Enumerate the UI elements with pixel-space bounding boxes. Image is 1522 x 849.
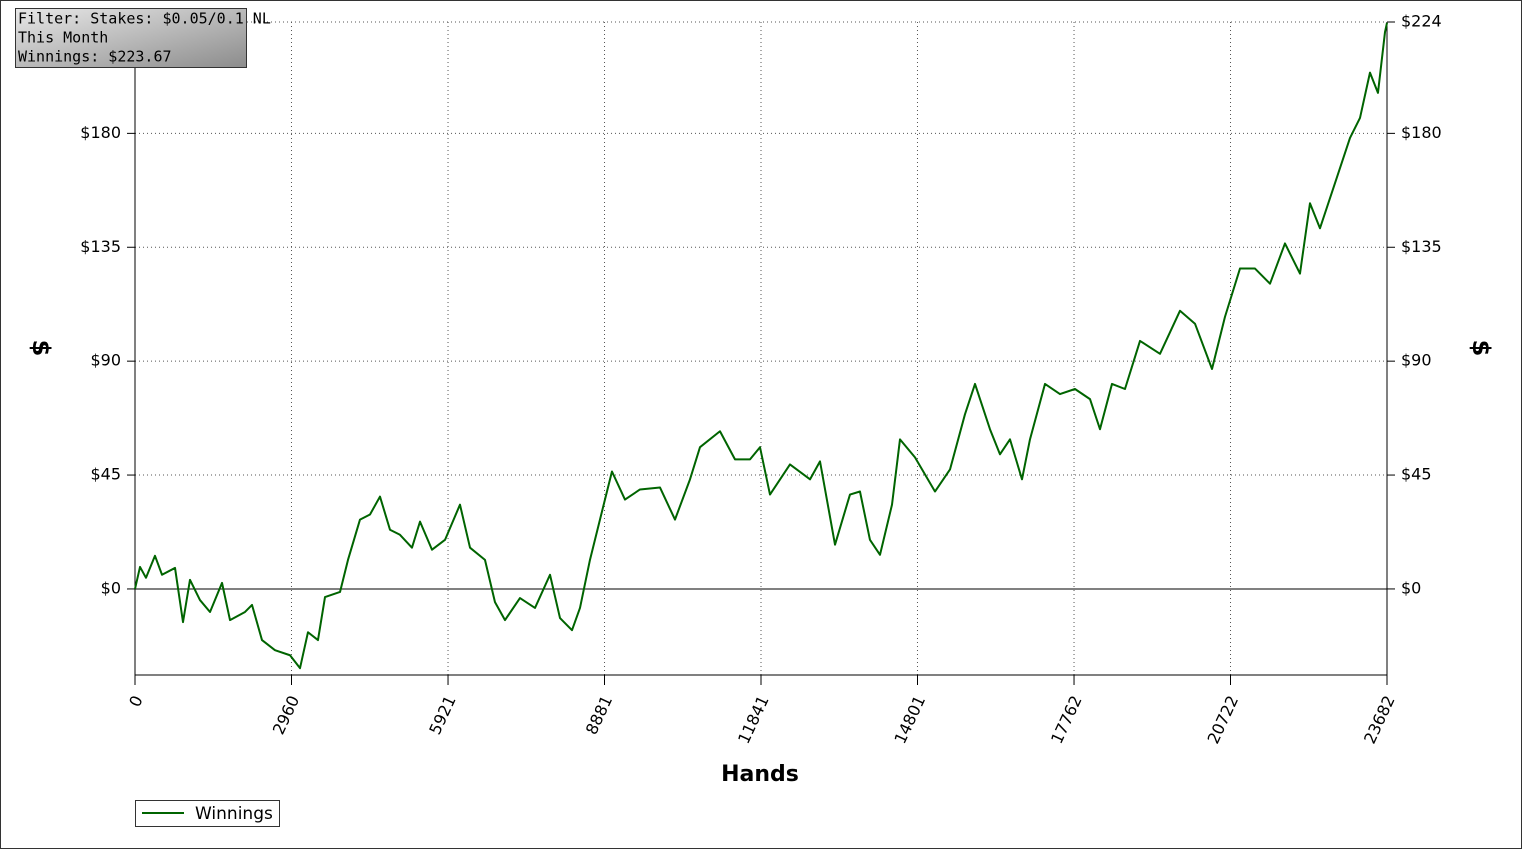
x-axis-label: Hands xyxy=(721,762,799,787)
info-line: Winnings: $223.67 xyxy=(18,48,172,66)
y-tick-label-right: $224 xyxy=(1401,12,1442,31)
y-tick-label-right: $135 xyxy=(1401,237,1442,256)
info-line: This Month xyxy=(18,29,108,47)
info-line: Filter: Stakes: $0.05/0.1 NL xyxy=(18,10,271,28)
y-tick-label: $135 xyxy=(80,237,121,256)
legend: Winnings xyxy=(135,800,280,827)
y-tick-label: $45 xyxy=(90,465,121,484)
y-tick-label-right: $0 xyxy=(1401,578,1421,597)
y-tick-label: $0 xyxy=(101,578,121,597)
y-tick-label-right: $90 xyxy=(1401,351,1432,370)
y-tick-label-right: $180 xyxy=(1401,123,1442,142)
info-box-bg xyxy=(15,8,247,68)
y-tick-label: $180 xyxy=(80,123,121,142)
data-line xyxy=(134,22,1388,670)
legend-label: Winnings xyxy=(195,804,273,824)
y-tick-label-right: $45 xyxy=(1401,465,1432,484)
y-axis-label: $ xyxy=(27,340,55,357)
y-axis-label-right: $ xyxy=(1467,340,1495,357)
info-box: Filter: Stakes: $0.05/0.1 NL This Month … xyxy=(15,8,271,68)
y-tick-label: $90 xyxy=(90,351,121,370)
